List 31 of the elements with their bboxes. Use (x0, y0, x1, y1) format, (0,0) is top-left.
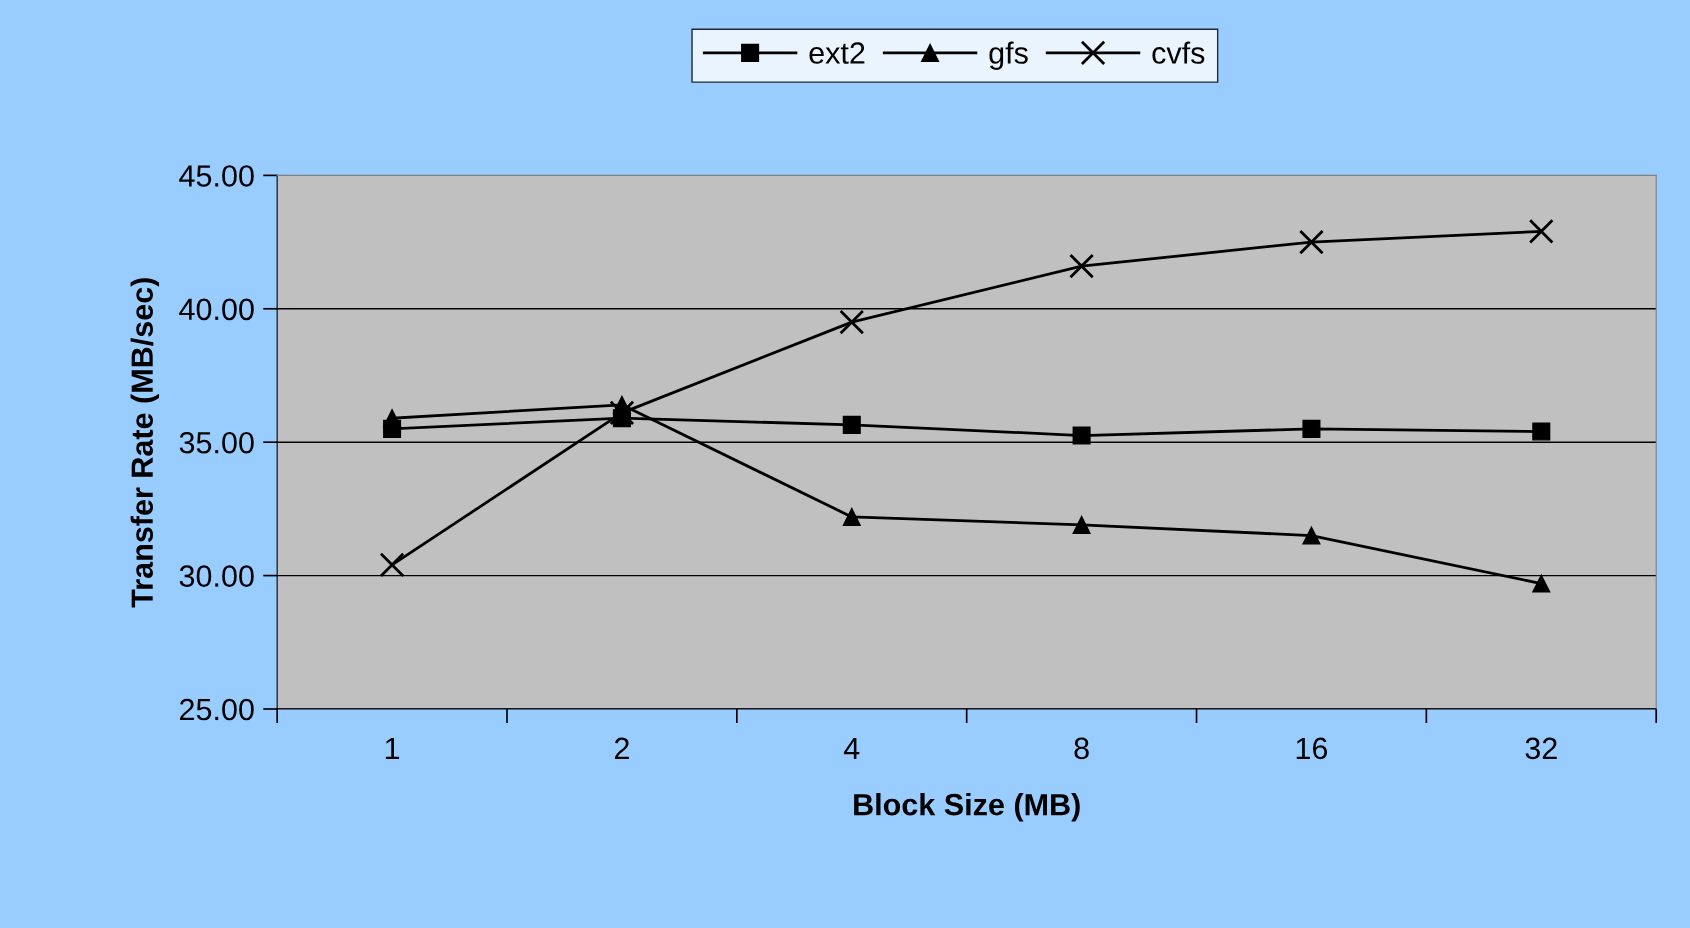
point (383, 409, 402, 428)
point (1069, 253, 1095, 279)
x-tick-label: 8 (1074, 737, 1089, 760)
point (1072, 515, 1091, 534)
point (842, 507, 861, 526)
x-tick-label: 32 (1525, 737, 1557, 760)
y-tick-label: 35.00 (179, 431, 254, 454)
y-tick-label: 45.00 (179, 165, 254, 187)
point (842, 415, 861, 434)
point (1298, 229, 1324, 255)
legend-label: ext2 (809, 42, 865, 64)
x-tick-label: 4 (843, 737, 860, 759)
x-axis-title: Block Size (MB) (854, 793, 1080, 822)
point (1302, 526, 1321, 545)
y-tick-label: 30.00 (179, 565, 254, 587)
point (1528, 218, 1554, 244)
x-tick-label: 16 (1296, 737, 1328, 760)
y-tick-label: 25.00 (180, 698, 254, 721)
y-tick-label: 40.00 (179, 298, 254, 321)
point (1532, 422, 1551, 441)
point (1072, 426, 1091, 445)
x-tick-label: 2 (614, 737, 629, 759)
point (1302, 419, 1321, 438)
legend-label: cvfs (1152, 41, 1205, 64)
point (379, 552, 405, 578)
point (839, 309, 865, 335)
point (609, 400, 635, 426)
point (1532, 574, 1551, 593)
x-tick-label: 1 (385, 737, 400, 759)
legend-label: gfs (989, 41, 1028, 70)
y-axis-title: Transfer Rate (MB/sec) (130, 278, 160, 608)
